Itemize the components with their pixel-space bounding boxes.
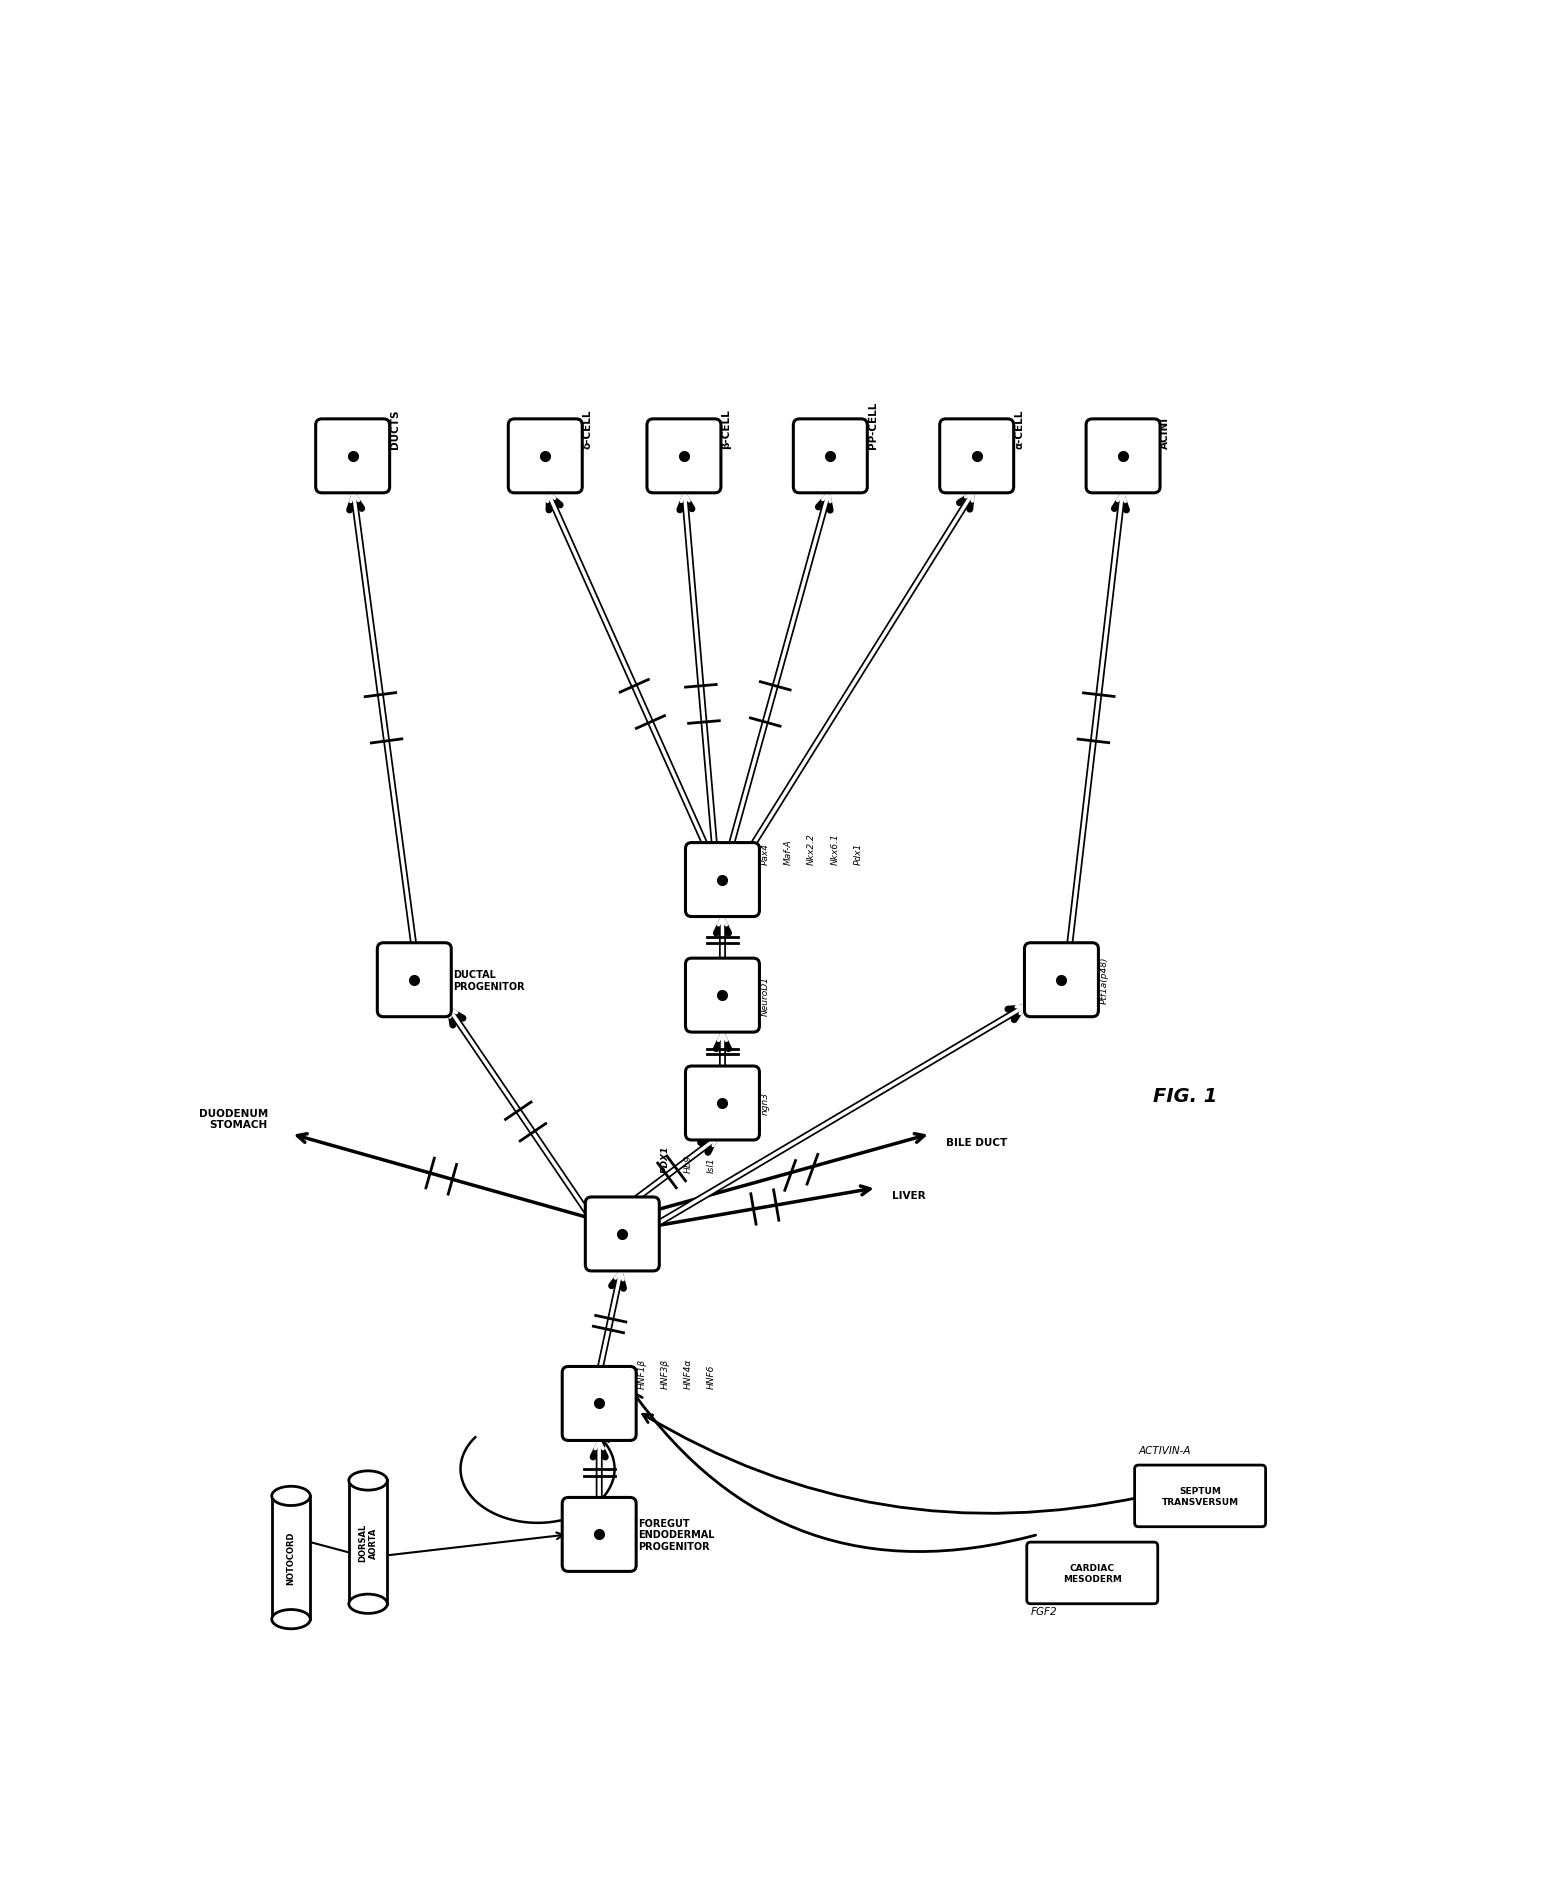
Text: Isl1: Isl1 — [707, 1156, 716, 1173]
Text: HNF3β: HNF3β — [661, 1357, 669, 1387]
Text: ngn3: ngn3 — [761, 1092, 771, 1115]
Text: DUCTAL
PROGENITOR: DUCTAL PROGENITOR — [452, 970, 524, 991]
Text: PP-CELL: PP-CELL — [867, 402, 878, 449]
Text: Nkx6.1: Nkx6.1 — [830, 833, 839, 865]
Text: Hb9: Hb9 — [683, 1154, 693, 1173]
Text: FOREGUT
ENDODERMAL
PROGENITOR: FOREGUT ENDODERMAL PROGENITOR — [638, 1517, 714, 1551]
Text: HNF1β: HNF1β — [638, 1357, 647, 1387]
FancyBboxPatch shape — [685, 959, 760, 1032]
FancyBboxPatch shape — [647, 419, 721, 494]
FancyBboxPatch shape — [378, 944, 451, 1017]
Text: Ptf1a(p48): Ptf1a(p48) — [1100, 957, 1109, 1004]
Text: PDX1: PDX1 — [661, 1145, 669, 1173]
Text: DORSAL
AORTA: DORSAL AORTA — [359, 1523, 378, 1562]
FancyBboxPatch shape — [509, 419, 582, 494]
Text: FGF2: FGF2 — [1031, 1607, 1058, 1617]
FancyBboxPatch shape — [1025, 944, 1098, 1017]
Text: α-CELL: α-CELL — [1014, 410, 1023, 449]
FancyBboxPatch shape — [562, 1367, 636, 1440]
Text: DUCTS: DUCTS — [390, 410, 399, 449]
FancyBboxPatch shape — [315, 419, 390, 494]
Text: Pdx1: Pdx1 — [853, 842, 863, 865]
Text: CARDIAC
MESODERM: CARDIAC MESODERM — [1062, 1564, 1122, 1583]
Text: NeuroD1: NeuroD1 — [761, 976, 771, 1015]
Bar — [349, 1481, 387, 1604]
FancyBboxPatch shape — [685, 842, 760, 917]
Text: BILE DUCT: BILE DUCT — [945, 1137, 1008, 1147]
FancyBboxPatch shape — [585, 1198, 660, 1271]
Bar — [271, 1496, 310, 1619]
FancyBboxPatch shape — [1026, 1542, 1158, 1604]
Text: NOTOCORD: NOTOCORD — [287, 1530, 295, 1585]
Text: ACINI: ACINI — [1161, 417, 1170, 449]
Text: LIVER: LIVER — [892, 1190, 925, 1201]
Text: HNF6: HNF6 — [707, 1363, 716, 1387]
Text: Pax4: Pax4 — [761, 842, 771, 865]
Ellipse shape — [349, 1470, 387, 1491]
Text: δ-CELL: δ-CELL — [582, 410, 593, 449]
Text: β-CELL: β-CELL — [721, 410, 732, 449]
FancyBboxPatch shape — [1134, 1465, 1265, 1527]
Ellipse shape — [271, 1609, 310, 1628]
Text: HNF4α: HNF4α — [683, 1357, 693, 1387]
FancyBboxPatch shape — [1086, 419, 1161, 494]
Text: Maf-A: Maf-A — [785, 838, 792, 865]
Text: ACTIVIN-A: ACTIVIN-A — [1139, 1446, 1190, 1455]
Text: DUODENUM
STOMACH: DUODENUM STOMACH — [198, 1107, 268, 1130]
FancyBboxPatch shape — [794, 419, 867, 494]
FancyBboxPatch shape — [939, 419, 1014, 494]
Text: Nkx2.2: Nkx2.2 — [807, 833, 816, 865]
FancyBboxPatch shape — [562, 1498, 636, 1572]
Ellipse shape — [349, 1594, 387, 1613]
FancyBboxPatch shape — [685, 1066, 760, 1141]
Text: FIG. 1: FIG. 1 — [1153, 1087, 1217, 1105]
Ellipse shape — [271, 1487, 310, 1506]
Text: SEPTUM
TRANSVERSUM: SEPTUM TRANSVERSUM — [1162, 1487, 1239, 1506]
